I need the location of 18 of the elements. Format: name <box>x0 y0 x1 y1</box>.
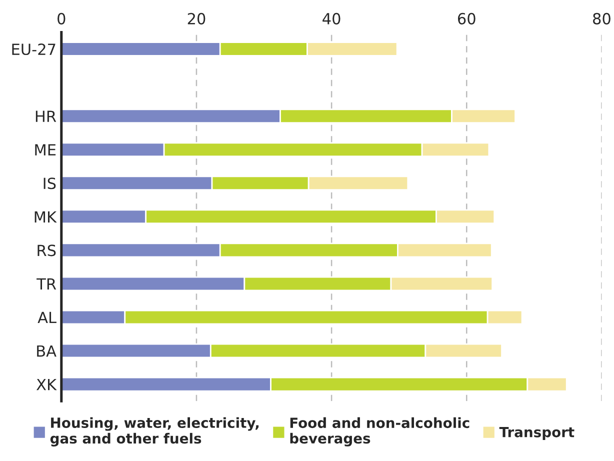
y-tick-label: EU-27 <box>12 44 56 56</box>
y-tick-label: BA <box>37 345 56 357</box>
y-tick-label: XK <box>36 378 57 390</box>
y-tick-label: ME <box>35 144 56 156</box>
legend-label: Housing, water, electricity, gas and other fuels <box>50 417 259 446</box>
legend-label: Food and non-alcoholic beverages <box>290 417 470 446</box>
y-tick-label: HR <box>36 110 56 122</box>
legend-label: Transport <box>499 427 574 440</box>
y-tick-label: AL <box>38 312 56 324</box>
x-tick-label: 0 <box>58 12 66 24</box>
y-tick-label: MK <box>34 211 57 222</box>
y-tick-label: RS <box>38 244 56 256</box>
x-tick-label: 80 <box>593 12 610 24</box>
y-tick-label: IS <box>44 178 56 190</box>
x-tick-label: 40 <box>322 12 340 24</box>
y-tick-label: TR <box>36 278 56 290</box>
x-tick-label: 60 <box>458 12 476 24</box>
x-tick-label: 20 <box>188 12 206 24</box>
